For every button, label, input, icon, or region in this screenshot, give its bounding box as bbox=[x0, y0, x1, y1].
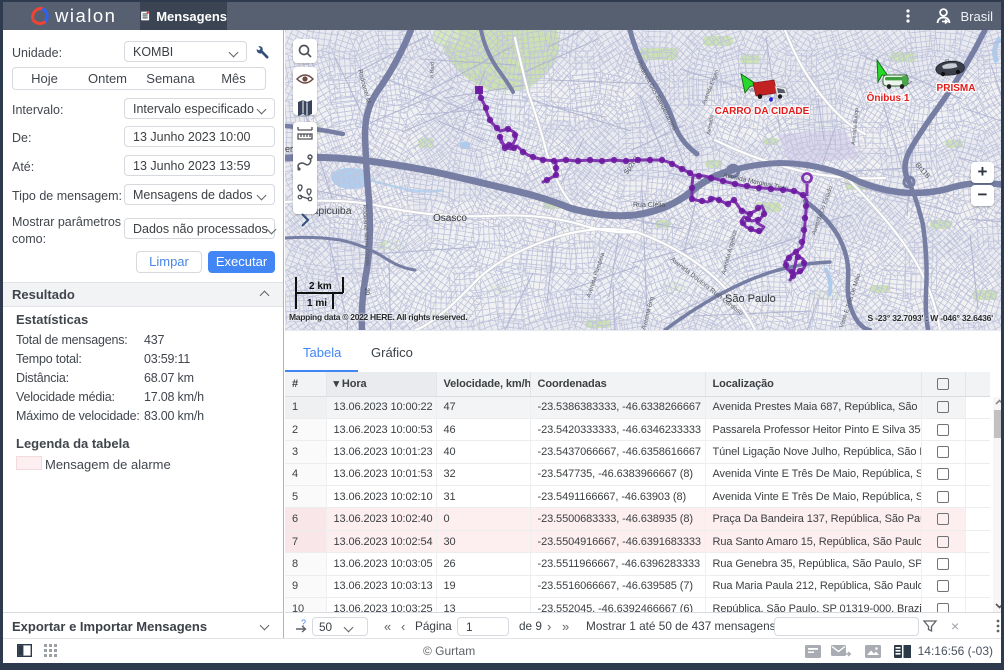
svg-text:Rua Clélia: Rua Clélia bbox=[633, 202, 665, 209]
svg-text:eri: eri bbox=[285, 144, 295, 154]
svg-text:?: ? bbox=[301, 619, 306, 628]
svg-text:CARRO DA CIDADE: CARRO DA CIDADE bbox=[715, 106, 810, 117]
svg-text:Avenida Buoqo: Avenida Buoqo bbox=[851, 108, 860, 146]
svg-text:2 km: 2 km bbox=[309, 281, 332, 292]
svg-text:São Paulo: São Paulo bbox=[725, 293, 776, 305]
svg-text:a Berd: a Berd bbox=[429, 61, 436, 78]
svg-text:20: 20 bbox=[363, 288, 370, 296]
svg-text:Ônibus 1: Ônibus 1 bbox=[867, 91, 910, 104]
svg-text:Avenida: Avenida bbox=[706, 114, 716, 135]
svg-text:1 mi: 1 mi bbox=[307, 298, 327, 309]
svg-text:PRISMA: PRISMA bbox=[937, 83, 976, 94]
svg-text:rapicuiba: rapicuiba bbox=[309, 205, 352, 217]
svg-text:Rodoanel Mário Covas: Rodoanel Mário Covas bbox=[361, 205, 370, 266]
svg-text:wialon: wialon bbox=[54, 5, 116, 26]
svg-text:Osasco: Osasco bbox=[433, 213, 467, 224]
